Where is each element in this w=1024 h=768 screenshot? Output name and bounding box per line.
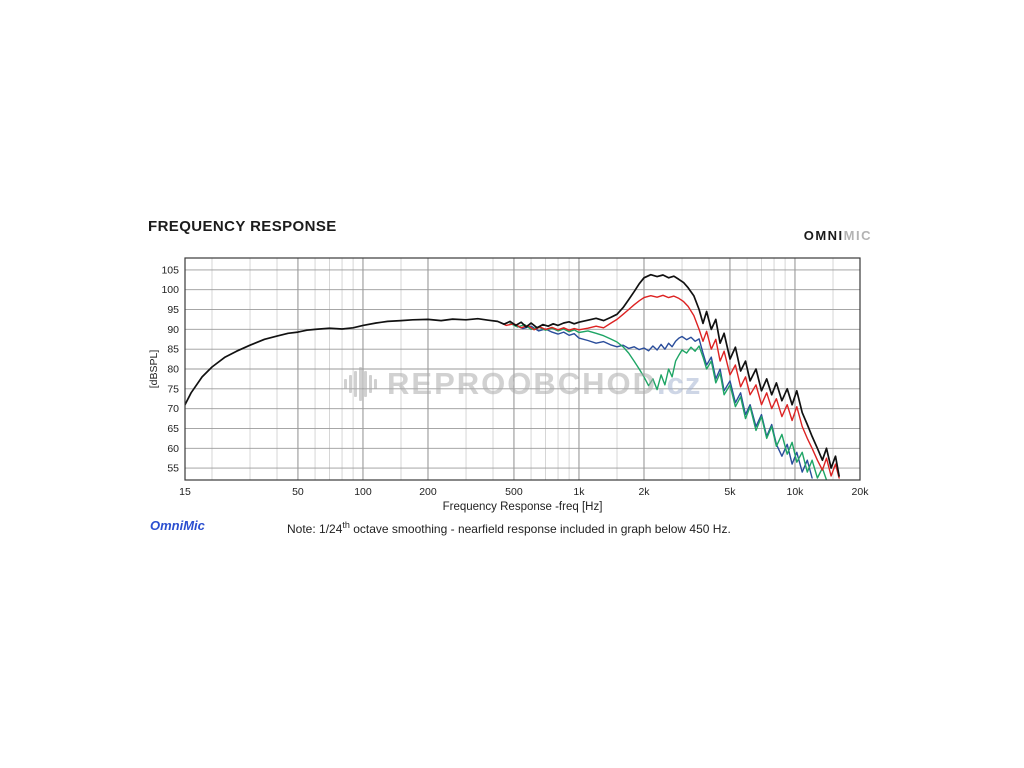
x-tick-label: 15 — [179, 486, 191, 498]
y-tick-label: 60 — [167, 443, 179, 455]
smoothing-note: Note: 1/24th octave smoothing - nearfiel… — [287, 520, 731, 536]
y-tick-label: 55 — [167, 463, 179, 475]
x-tick-label: 20k — [852, 486, 870, 498]
page-title: FREQUENCY RESPONSE — [148, 218, 337, 235]
note-prefix: Note: 1/24 — [287, 522, 343, 536]
series-blue — [513, 323, 813, 479]
y-tick-label: 80 — [167, 364, 179, 376]
frequency-response-chart: 55 60 65 70 75 80 85 90 95 100 105 15 50 100 200 500 1k 2… — [148, 257, 870, 513]
x-tick-label: 200 — [419, 486, 437, 498]
y-tick-label: 65 — [167, 423, 179, 435]
x-tick-label: 2k — [638, 486, 650, 498]
series-red — [499, 294, 840, 479]
note-sup: th — [342, 520, 350, 530]
y-tick-label: 90 — [167, 324, 179, 336]
y-tick-label: 85 — [167, 344, 179, 356]
x-tick-label: 1k — [573, 486, 585, 498]
x-axis-label: Frequency Response -freq [Hz] — [443, 501, 603, 513]
omnimic-brand-label: OmniMic — [150, 518, 205, 533]
note-rest: octave smoothing - nearfield response in… — [349, 522, 731, 536]
y-axis-label: [dBSPL] — [148, 350, 160, 389]
y-tick-label: 75 — [167, 383, 179, 395]
y-tick-label: 95 — [167, 304, 179, 316]
logo-mic: MIC — [843, 228, 872, 243]
y-tick-label: 105 — [161, 264, 179, 276]
series-green — [509, 322, 828, 480]
x-tick-label: 100 — [354, 486, 372, 498]
x-tick-label: 10k — [787, 486, 805, 498]
logo-omni: OMNI — [803, 228, 844, 243]
x-tick-label: 50 — [292, 486, 304, 498]
omnimic-logo: OMNIMIC — [804, 228, 872, 243]
y-tick-label: 70 — [167, 403, 179, 415]
x-tick-label: 5k — [724, 486, 736, 498]
series-black — [185, 273, 840, 477]
x-tick-label: 500 — [505, 486, 523, 498]
y-tick-label: 100 — [161, 284, 179, 296]
